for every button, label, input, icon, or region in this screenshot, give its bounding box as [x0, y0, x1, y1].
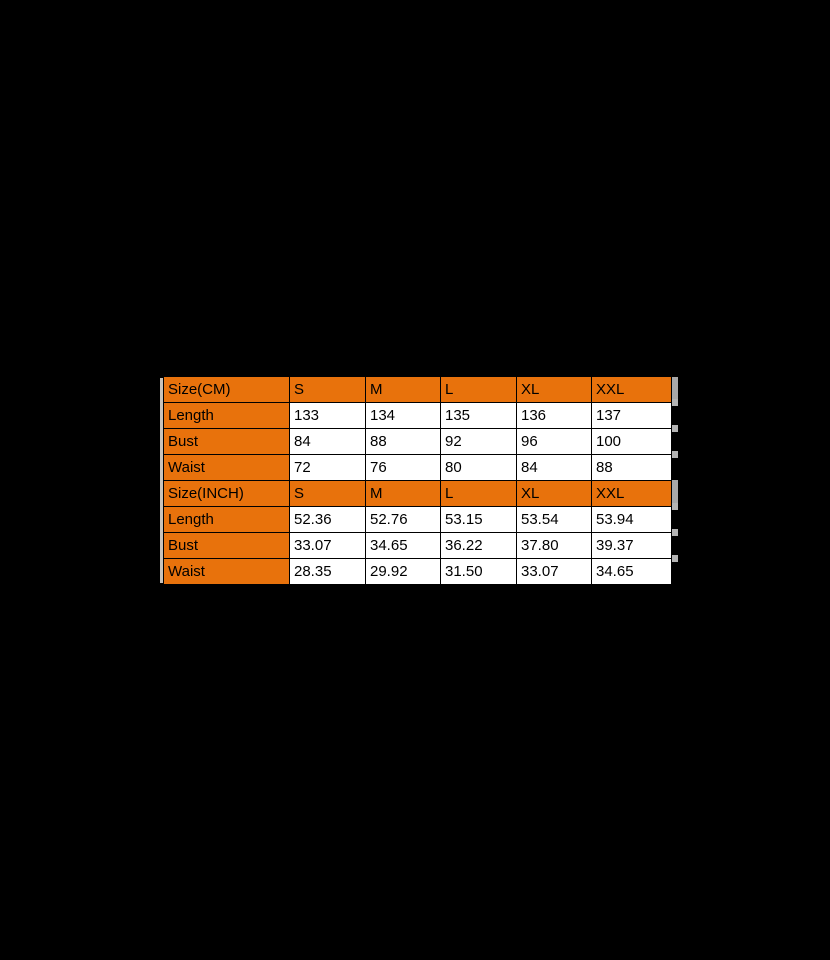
table-row-waist-cm: Waist 72 76 80 84 88 — [163, 454, 672, 481]
size-chart: Size(CM) S M L XL XXL Length 133 134 135… — [160, 376, 678, 585]
value-cell: 72 — [289, 454, 366, 481]
value-cell: 100 — [591, 428, 672, 455]
table-row-header-inch: Size(INCH) S M L XL XXL — [163, 480, 672, 507]
size-column-header: M — [365, 376, 441, 403]
row-label: Waist — [163, 558, 290, 585]
value-cell: 88 — [365, 428, 441, 455]
value-cell: 53.15 — [440, 506, 517, 533]
value-cell: 134 — [365, 402, 441, 429]
table-row-header-cm: Size(CM) S M L XL XXL — [163, 376, 672, 403]
size-column-header: XXL — [591, 376, 672, 403]
section-header-inch: Size(INCH) — [163, 480, 290, 507]
right-edge-artifact — [672, 399, 678, 406]
row-label: Length — [163, 506, 290, 533]
size-column-header: XXL — [591, 480, 672, 507]
value-cell: 84 — [289, 428, 366, 455]
size-column-header: XL — [516, 376, 592, 403]
size-column-header: L — [440, 376, 517, 403]
value-cell: 53.94 — [591, 506, 672, 533]
row-label: Waist — [163, 454, 290, 481]
right-edge-artifact — [672, 425, 678, 432]
value-cell: 133 — [289, 402, 366, 429]
value-cell: 36.22 — [440, 532, 517, 559]
table-row-bust-inch: Bust 33.07 34.65 36.22 37.80 39.37 — [163, 532, 672, 559]
table-row-length-cm: Length 133 134 135 136 137 — [163, 402, 672, 429]
value-cell: 34.65 — [365, 532, 441, 559]
value-cell: 33.07 — [516, 558, 592, 585]
row-label: Length — [163, 402, 290, 429]
value-cell: 136 — [516, 402, 592, 429]
table-row-length-inch: Length 52.36 52.76 53.15 53.54 53.94 — [163, 506, 672, 533]
value-cell: 34.65 — [591, 558, 672, 585]
value-cell: 31.50 — [440, 558, 517, 585]
value-cell: 33.07 — [289, 532, 366, 559]
right-edge-artifact — [672, 555, 678, 562]
value-cell: 88 — [591, 454, 672, 481]
size-column-header: L — [440, 480, 517, 507]
size-column-header: S — [289, 376, 366, 403]
size-column-header: S — [289, 480, 366, 507]
value-cell: 80 — [440, 454, 517, 481]
value-cell: 53.54 — [516, 506, 592, 533]
value-cell: 84 — [516, 454, 592, 481]
size-chart-table: Size(CM) S M L XL XXL Length 133 134 135… — [163, 376, 672, 585]
left-edge-artifact — [160, 378, 163, 583]
row-label: Bust — [163, 428, 290, 455]
size-column-header: XL — [516, 480, 592, 507]
value-cell: 76 — [365, 454, 441, 481]
value-cell: 29.92 — [365, 558, 441, 585]
right-edge-artifact — [672, 503, 678, 510]
right-edge-artifact — [672, 480, 678, 506]
value-cell: 37.80 — [516, 532, 592, 559]
right-edge-artifact — [672, 451, 678, 458]
value-cell: 92 — [440, 428, 517, 455]
row-label: Bust — [163, 532, 290, 559]
value-cell: 52.76 — [365, 506, 441, 533]
table-row-bust-cm: Bust 84 88 92 96 100 — [163, 428, 672, 455]
value-cell: 39.37 — [591, 532, 672, 559]
value-cell: 52.36 — [289, 506, 366, 533]
value-cell: 137 — [591, 402, 672, 429]
right-edge-artifact — [672, 377, 678, 401]
value-cell: 28.35 — [289, 558, 366, 585]
section-header-cm: Size(CM) — [163, 376, 290, 403]
table-row-waist-inch: Waist 28.35 29.92 31.50 33.07 34.65 — [163, 558, 672, 585]
value-cell: 135 — [440, 402, 517, 429]
size-column-header: M — [365, 480, 441, 507]
right-edge-artifact — [672, 529, 678, 536]
value-cell: 96 — [516, 428, 592, 455]
